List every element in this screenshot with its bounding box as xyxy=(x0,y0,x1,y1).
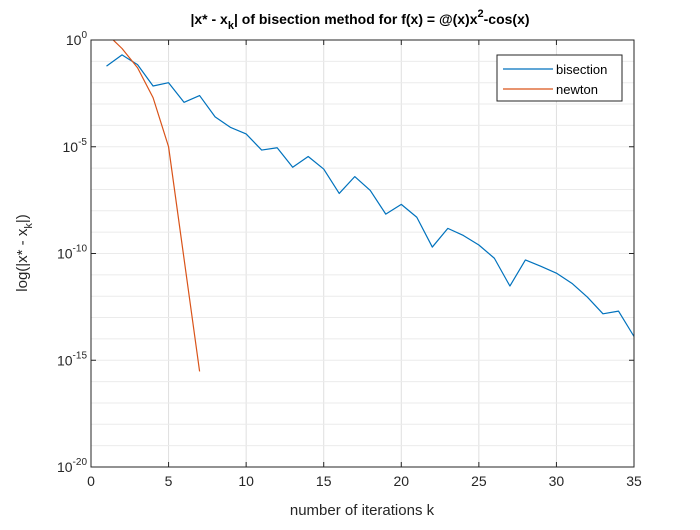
legend-box xyxy=(496,54,623,102)
y-tick-exponent: -5 xyxy=(78,137,87,148)
series-layer xyxy=(106,40,634,372)
x-tick-label: 35 xyxy=(626,473,642,489)
series-line-bisection xyxy=(106,54,634,337)
y-tick-base: 10 xyxy=(66,32,82,48)
y-tick-exponent: -15 xyxy=(73,350,88,361)
y-tick-label: 10-20 xyxy=(57,457,87,475)
grid xyxy=(90,39,635,468)
y-tick-base: 10 xyxy=(57,459,73,475)
y-tick-exponent: -20 xyxy=(73,457,88,468)
x-ticks: 0 5 10 15 20 25 30 35 xyxy=(87,40,642,489)
y-tick-label: 100 xyxy=(66,30,88,48)
y-tick-label: 10-10 xyxy=(57,244,87,262)
chart-title: |x* - xk| of bisection method for f(x) =… xyxy=(190,8,529,32)
y-tick-exponent: -10 xyxy=(73,244,88,255)
x-tick-label: 0 xyxy=(87,473,95,489)
x-tick-label: 30 xyxy=(549,473,565,489)
x-tick-label: 10 xyxy=(238,473,254,489)
y-axis-label: log(|x* - xk|) xyxy=(14,214,35,291)
x-axis-label: number of iterations k xyxy=(290,502,435,519)
y-tick-base: 10 xyxy=(57,352,73,368)
y-tick-base: 10 xyxy=(63,139,79,155)
x-tick-label: 20 xyxy=(393,473,409,489)
y-tick-exponent: 0 xyxy=(81,30,87,41)
legend: bisection newton xyxy=(496,54,623,102)
y-tick-label: 10-15 xyxy=(57,350,87,368)
y-tick-label: 10-5 xyxy=(63,137,88,155)
y-tick-base: 10 xyxy=(57,246,73,262)
x-tick-label: 25 xyxy=(471,473,487,489)
x-tick-label: 5 xyxy=(165,473,173,489)
series-line-newton xyxy=(112,40,201,372)
legend-label-newton: newton xyxy=(556,82,598,97)
x-tick-label: 15 xyxy=(316,473,332,489)
legend-label-bisection: bisection xyxy=(556,62,607,77)
